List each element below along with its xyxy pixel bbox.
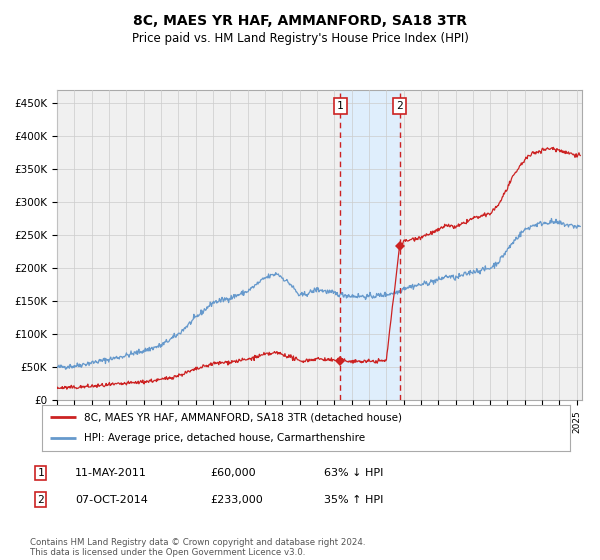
Text: 35% ↑ HPI: 35% ↑ HPI [324, 494, 383, 505]
Text: 07-OCT-2014: 07-OCT-2014 [75, 494, 148, 505]
Text: 8C, MAES YR HAF, AMMANFORD, SA18 3TR: 8C, MAES YR HAF, AMMANFORD, SA18 3TR [133, 14, 467, 28]
Text: Price paid vs. HM Land Registry's House Price Index (HPI): Price paid vs. HM Land Registry's House … [131, 32, 469, 45]
Text: Contains HM Land Registry data © Crown copyright and database right 2024.
This d: Contains HM Land Registry data © Crown c… [30, 538, 365, 557]
Bar [340, 90, 400, 400]
Text: HPI: Average price, detached house, Carmarthenshire: HPI: Average price, detached house, Carm… [84, 433, 365, 444]
Text: 2: 2 [37, 494, 44, 505]
Text: £60,000: £60,000 [210, 468, 256, 478]
Text: 1: 1 [37, 468, 44, 478]
Text: 2: 2 [396, 101, 403, 111]
Text: 11-MAY-2011: 11-MAY-2011 [75, 468, 147, 478]
Text: £233,000: £233,000 [210, 494, 263, 505]
Text: 8C, MAES YR HAF, AMMANFORD, SA18 3TR (detached house): 8C, MAES YR HAF, AMMANFORD, SA18 3TR (de… [84, 412, 402, 422]
Text: 1: 1 [337, 101, 344, 111]
Text: 63% ↓ HPI: 63% ↓ HPI [324, 468, 383, 478]
